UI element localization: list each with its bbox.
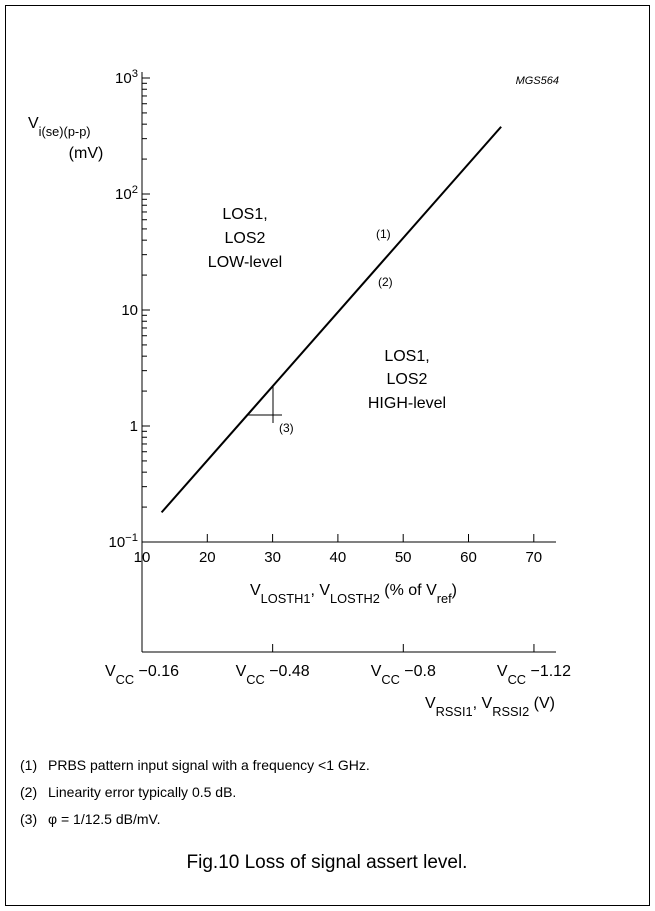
marker-label: (2)	[378, 275, 393, 289]
y-axis-label: Vi(se)(p-p)	[28, 115, 91, 139]
x-tick-label: 10	[134, 549, 151, 566]
tick-text: 10	[115, 70, 132, 87]
note-text: Linearity error typically 0.5 dB.	[48, 784, 236, 800]
y-tick-label: 10−1	[108, 532, 138, 551]
tick-text: −0.8	[400, 663, 436, 680]
subscript: LOSTH2	[330, 591, 380, 606]
subscript: LOSTH1	[261, 591, 311, 606]
x-tick-label: 20	[199, 549, 216, 566]
x-tick-label: 60	[460, 549, 477, 566]
y-axis-unit: (mV)	[69, 145, 104, 162]
tick-text: −0.16	[134, 663, 179, 680]
superscript: 3	[132, 68, 138, 80]
region-label: LOS2	[387, 371, 428, 388]
x2-tick-label: VCC −0.8	[371, 663, 436, 687]
frame	[5, 5, 650, 906]
x2-tick-label: VCC −0.48	[236, 663, 310, 687]
text-part: V	[425, 695, 436, 712]
subscript: CC	[116, 672, 134, 687]
x-axis-label: VLOSTH1, VLOSTH2 (% of Vref)	[250, 582, 457, 606]
x2-tick-label: VCC −1.12	[497, 663, 571, 687]
note-label: (3)	[20, 811, 37, 827]
tick-text: 10	[121, 302, 138, 319]
text-part: , V	[310, 582, 330, 599]
region-label: LOW-level	[208, 254, 282, 271]
subscript: RSSI1	[436, 704, 473, 719]
x-tick-label: 30	[264, 549, 281, 566]
subscript: CC	[381, 672, 399, 687]
subscript: CC	[246, 672, 264, 687]
text-part: V	[236, 663, 247, 680]
y-tick-label: 10	[121, 302, 138, 319]
text-part: V	[250, 582, 261, 599]
subscript: RSSI2	[492, 704, 529, 719]
tick-text: −1.12	[526, 663, 571, 680]
y-tick-label: 102	[115, 184, 138, 203]
subscript: i(se)(p-p)	[39, 124, 91, 139]
y-tick-label: 103	[115, 68, 138, 87]
x-tick-label: 50	[395, 549, 412, 566]
subscript: ref	[437, 591, 452, 606]
data-line	[160, 126, 502, 514]
text-part: V	[497, 663, 508, 680]
marker-label: (3)	[279, 421, 294, 435]
x-tick-label: 40	[330, 549, 347, 566]
subscript: CC	[508, 672, 526, 687]
text-part: V	[28, 115, 39, 132]
text-part: (V)	[529, 695, 555, 712]
superscript: 2	[132, 184, 138, 196]
x2-tick-label: VCC −0.16	[105, 663, 179, 687]
y-tick-label: 1	[130, 418, 138, 435]
text-part: V	[105, 663, 116, 680]
tick-text: 10	[108, 534, 125, 551]
text-part: )	[452, 582, 457, 599]
figure-code: MGS564	[516, 75, 559, 87]
region-label: HIGH-level	[368, 395, 446, 412]
note-text: PRBS pattern input signal with a frequen…	[48, 757, 370, 773]
tick-text: 10	[115, 186, 132, 203]
region-label: LOS2	[225, 230, 266, 247]
region-label: LOS1,	[222, 206, 267, 223]
x-tick-label: 70	[525, 549, 542, 566]
marker-label: (1)	[376, 227, 391, 241]
note-text: φ = 1/12.5 dB/mV.	[48, 811, 160, 827]
x2-axis-label: VRSSI1, VRSSI2 (V)	[425, 695, 555, 719]
note-label: (2)	[20, 784, 37, 800]
superscript: −1	[125, 532, 138, 544]
tick-text: 1	[130, 418, 138, 435]
text-part: , V	[473, 695, 493, 712]
caption: Fig.10 Loss of signal assert level.	[187, 852, 468, 873]
text-part: (% of V	[380, 582, 437, 599]
region-label: LOS1,	[384, 348, 429, 365]
text-part: V	[371, 663, 382, 680]
tick-text: −0.48	[265, 663, 310, 680]
note-label: (1)	[20, 757, 37, 773]
